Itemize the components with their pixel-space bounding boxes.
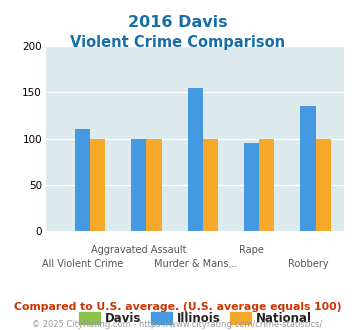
Bar <box>75 129 90 231</box>
Bar <box>188 88 203 231</box>
Text: Rape: Rape <box>239 245 264 255</box>
Text: Robbery: Robbery <box>288 259 328 269</box>
Text: Compared to U.S. average. (U.S. average equals 100): Compared to U.S. average. (U.S. average … <box>14 302 341 312</box>
Bar <box>244 143 259 231</box>
Text: Aggravated Assault: Aggravated Assault <box>91 245 187 255</box>
Text: Violent Crime Comparison: Violent Crime Comparison <box>70 35 285 50</box>
Bar <box>131 139 147 231</box>
Text: Murder & Mans...: Murder & Mans... <box>153 259 237 269</box>
Bar <box>300 106 316 231</box>
Bar <box>259 139 274 231</box>
Bar <box>147 139 162 231</box>
Text: 2016 Davis: 2016 Davis <box>128 15 227 30</box>
Text: All Violent Crime: All Violent Crime <box>42 259 123 269</box>
Bar <box>316 139 331 231</box>
Bar <box>203 139 218 231</box>
Bar <box>90 139 105 231</box>
Legend: Davis, Illinois, National: Davis, Illinois, National <box>74 307 316 330</box>
Text: © 2025 CityRating.com - https://www.cityrating.com/crime-statistics/: © 2025 CityRating.com - https://www.city… <box>32 320 323 329</box>
